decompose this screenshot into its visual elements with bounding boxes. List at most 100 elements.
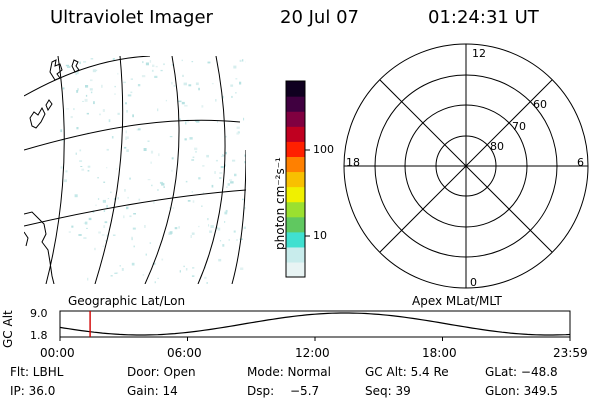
polar-label-18: 18 xyxy=(346,156,360,169)
emission-speckle xyxy=(76,68,79,72)
emission-speckle xyxy=(61,139,64,142)
emission-speckle xyxy=(208,224,210,227)
filter-status: Flt: LBHL xyxy=(10,365,64,379)
emission-speckle xyxy=(243,117,245,121)
apex-projection-label: Apex MLat/MLT xyxy=(412,294,502,308)
emission-speckle xyxy=(123,146,127,149)
emission-speckle xyxy=(198,177,201,180)
meridian-line-1 xyxy=(45,56,65,284)
emission-speckle xyxy=(237,131,240,134)
xtick-1800: 18:00 xyxy=(422,346,457,360)
coastline-2 xyxy=(71,59,80,73)
emission-speckle xyxy=(129,177,131,180)
emission-speckle xyxy=(85,85,89,88)
emission-speckle xyxy=(102,109,105,112)
emission-speckle xyxy=(147,140,150,142)
emission-speckle xyxy=(101,84,103,88)
gain-status: Gain: 14 xyxy=(127,384,178,398)
emission-speckle xyxy=(169,207,172,209)
emission-speckle xyxy=(198,225,200,228)
emission-speckle xyxy=(71,225,74,228)
emission-speckle xyxy=(239,59,242,62)
emission-speckle xyxy=(150,161,152,164)
polar-label-60: 60 xyxy=(533,98,547,111)
emission-speckle xyxy=(202,192,205,194)
emission-speckle xyxy=(83,61,87,63)
emission-speckle xyxy=(171,169,173,172)
emission-speckle xyxy=(154,75,158,78)
emission-speckle xyxy=(207,218,209,221)
emission-speckle xyxy=(224,151,227,155)
emission-speckle xyxy=(184,104,188,107)
emission-speckle xyxy=(161,258,164,261)
emission-speckle xyxy=(80,166,83,167)
emission-speckle xyxy=(152,262,156,265)
emission-speckle xyxy=(88,217,92,221)
emission-speckle xyxy=(194,147,198,151)
emission-speckle xyxy=(244,154,246,157)
emission-speckle xyxy=(149,242,152,244)
date-label: 20 Jul 07 xyxy=(280,7,359,28)
colorbar-band xyxy=(286,261,305,278)
emission-speckle xyxy=(157,189,159,191)
emission-speckle xyxy=(99,113,101,116)
emission-speckle xyxy=(153,201,155,204)
emission-speckle xyxy=(222,244,225,247)
emission-speckle xyxy=(211,83,214,85)
meridian-line-5 xyxy=(231,149,246,284)
emission-speckle xyxy=(242,198,244,201)
emission-speckle xyxy=(90,79,93,82)
emission-speckle xyxy=(130,91,133,94)
emission-speckle xyxy=(108,119,111,123)
emission-speckle xyxy=(151,184,153,187)
emission-speckle xyxy=(183,265,185,268)
emission-speckle xyxy=(219,177,222,179)
colorbar-band xyxy=(286,96,305,112)
xtick-1200: 12:00 xyxy=(295,346,330,360)
emission-speckle xyxy=(102,245,105,247)
emission-speckle xyxy=(215,99,217,102)
emission-speckle xyxy=(73,108,75,111)
coastline-1 xyxy=(49,59,63,81)
emission-speckle xyxy=(97,177,99,179)
emission-speckle xyxy=(132,227,136,230)
emission-speckle xyxy=(97,198,100,200)
emission-speckle xyxy=(174,227,178,230)
emission-speckle xyxy=(78,234,82,236)
emission-speckle xyxy=(239,238,243,240)
emission-speckle xyxy=(90,91,93,94)
emission-speckle xyxy=(191,275,195,277)
emission-speckle xyxy=(145,62,149,66)
emission-speckle xyxy=(131,237,133,241)
emission-speckle xyxy=(95,204,97,206)
emission-speckle xyxy=(244,161,246,164)
emission-speckle xyxy=(161,183,165,186)
emission-speckle xyxy=(123,81,126,84)
emission-speckle xyxy=(186,119,190,123)
polar-diagonal-2 xyxy=(379,79,553,253)
emission-speckle xyxy=(74,194,78,198)
emission-speckle xyxy=(77,88,79,91)
colorbar-band xyxy=(286,231,305,248)
emission-speckle xyxy=(169,231,173,234)
emission-speckle xyxy=(125,136,129,139)
emission-speckle xyxy=(236,132,240,135)
emission-speckle xyxy=(67,66,71,68)
emission-speckle xyxy=(103,181,106,183)
emission-speckle xyxy=(218,258,222,262)
emission-speckle xyxy=(114,85,116,88)
emission-speckle xyxy=(110,191,112,194)
colorbar-unit-label: photon cm⁻²s⁻¹ xyxy=(273,157,287,250)
emission-speckle xyxy=(84,98,88,102)
emission-speckle xyxy=(106,204,108,208)
geographic-longitude: GLon: 349.5 xyxy=(485,384,558,398)
emission-speckle xyxy=(165,99,167,102)
emission-speckle xyxy=(68,231,71,233)
gc-altitude-status: GC Alt: 5.4 Re xyxy=(365,365,449,379)
emission-speckle xyxy=(195,82,199,86)
emission-speckle xyxy=(65,170,68,173)
emission-speckle xyxy=(222,95,224,99)
emission-speckle xyxy=(75,152,77,155)
polar-grid xyxy=(343,43,589,289)
emission-speckle xyxy=(82,100,84,102)
